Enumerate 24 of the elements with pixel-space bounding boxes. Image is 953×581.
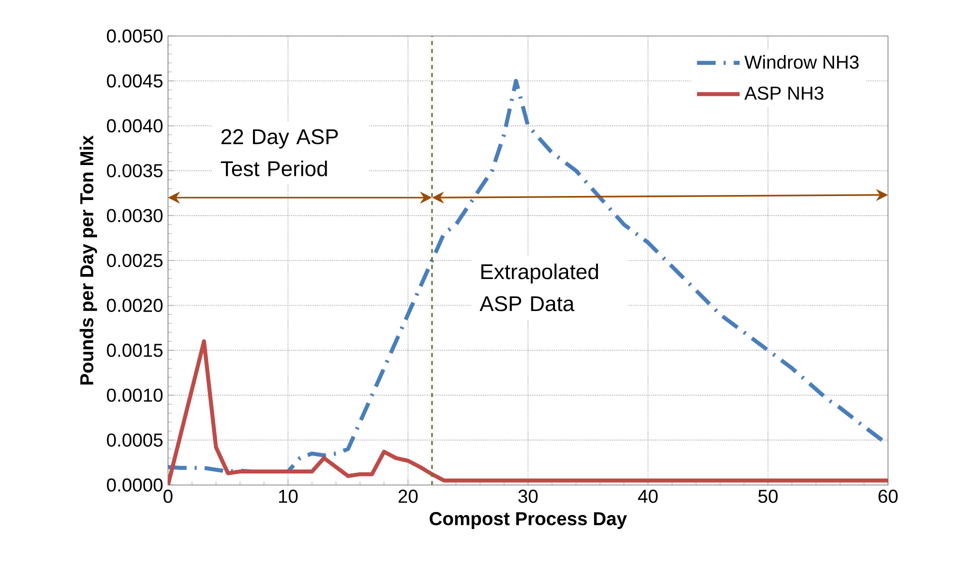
y-tick-label: 0.0030 bbox=[106, 208, 163, 222]
annotation: Extrapolated ASP Data bbox=[480, 264, 598, 312]
x-tick-label: 20 bbox=[398, 490, 418, 503]
x-tick-label: 40 bbox=[638, 490, 658, 503]
x-tick-label: 30 bbox=[518, 490, 538, 503]
y-tick-label: 0.0045 bbox=[106, 74, 163, 88]
x-tick-label: 50 bbox=[758, 490, 778, 503]
y-tick-label: 0.0005 bbox=[106, 433, 163, 447]
y-tick-label: 0.0050 bbox=[106, 29, 163, 43]
y-tick-label: 0.0025 bbox=[106, 254, 163, 268]
y-tick-label: 0.0040 bbox=[106, 119, 163, 132]
y-tick-label: 0.0035 bbox=[106, 164, 163, 178]
x-tick-label: 10 bbox=[279, 490, 298, 503]
legend-label: Windrow NH3 bbox=[744, 55, 859, 69]
annotation: 22 Day ASP Test Period bbox=[220, 129, 338, 176]
legend-label: ASP NH3 bbox=[744, 86, 824, 100]
x-tick-label: 0 bbox=[164, 490, 172, 503]
x-axis-title: Compost Process Day bbox=[430, 512, 627, 529]
y-axis-title: Pounds per Day per Ton Mix bbox=[80, 135, 98, 385]
y-tick-label: 0.0010 bbox=[106, 388, 163, 402]
x-tick-label: 60 bbox=[878, 490, 898, 503]
y-tick-label: 0.0015 bbox=[106, 344, 163, 357]
y-tick-label: 0.0000 bbox=[106, 478, 163, 492]
y-tick-label: 0.0020 bbox=[106, 298, 163, 312]
